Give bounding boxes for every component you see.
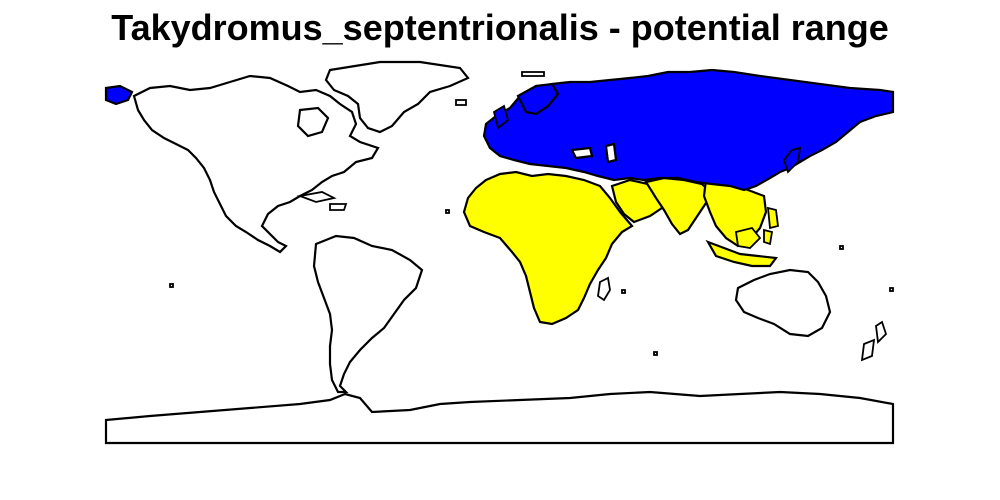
region-japan (782, 146, 802, 174)
region-scandinavia (516, 82, 560, 116)
region-indonesia (705, 239, 779, 268)
region-hispaniola (329, 203, 348, 211)
island-marker (169, 283, 174, 288)
region-australia (734, 268, 832, 338)
region-uk (492, 104, 510, 130)
map-title: Takydromus_septentrionalis - potential r… (111, 7, 889, 48)
region-antarctica (104, 390, 895, 445)
region-hudson-bay (296, 106, 330, 138)
region-greenland (324, 60, 470, 134)
region-caspian-sea (604, 142, 618, 164)
region-africa (462, 170, 634, 326)
region-south-america (312, 234, 424, 394)
island-marker (653, 351, 658, 356)
region-madagascar (597, 276, 611, 302)
region-arabia (610, 178, 664, 224)
island-marker (839, 245, 844, 250)
region-sulawesi (763, 228, 774, 246)
region-philippines (766, 206, 779, 230)
region-cuba (296, 191, 337, 203)
region-alaska-west (104, 84, 134, 106)
island-marker (455, 99, 467, 106)
island-marker (621, 289, 626, 294)
region-new-zealand-south (860, 338, 876, 362)
region-borneo (734, 226, 762, 249)
island-marker (445, 209, 450, 214)
island-marker (889, 287, 894, 292)
region-new-zealand (875, 320, 888, 344)
island-marker (521, 71, 545, 77)
region-north-america (132, 74, 380, 254)
region-black-sea (570, 146, 594, 160)
